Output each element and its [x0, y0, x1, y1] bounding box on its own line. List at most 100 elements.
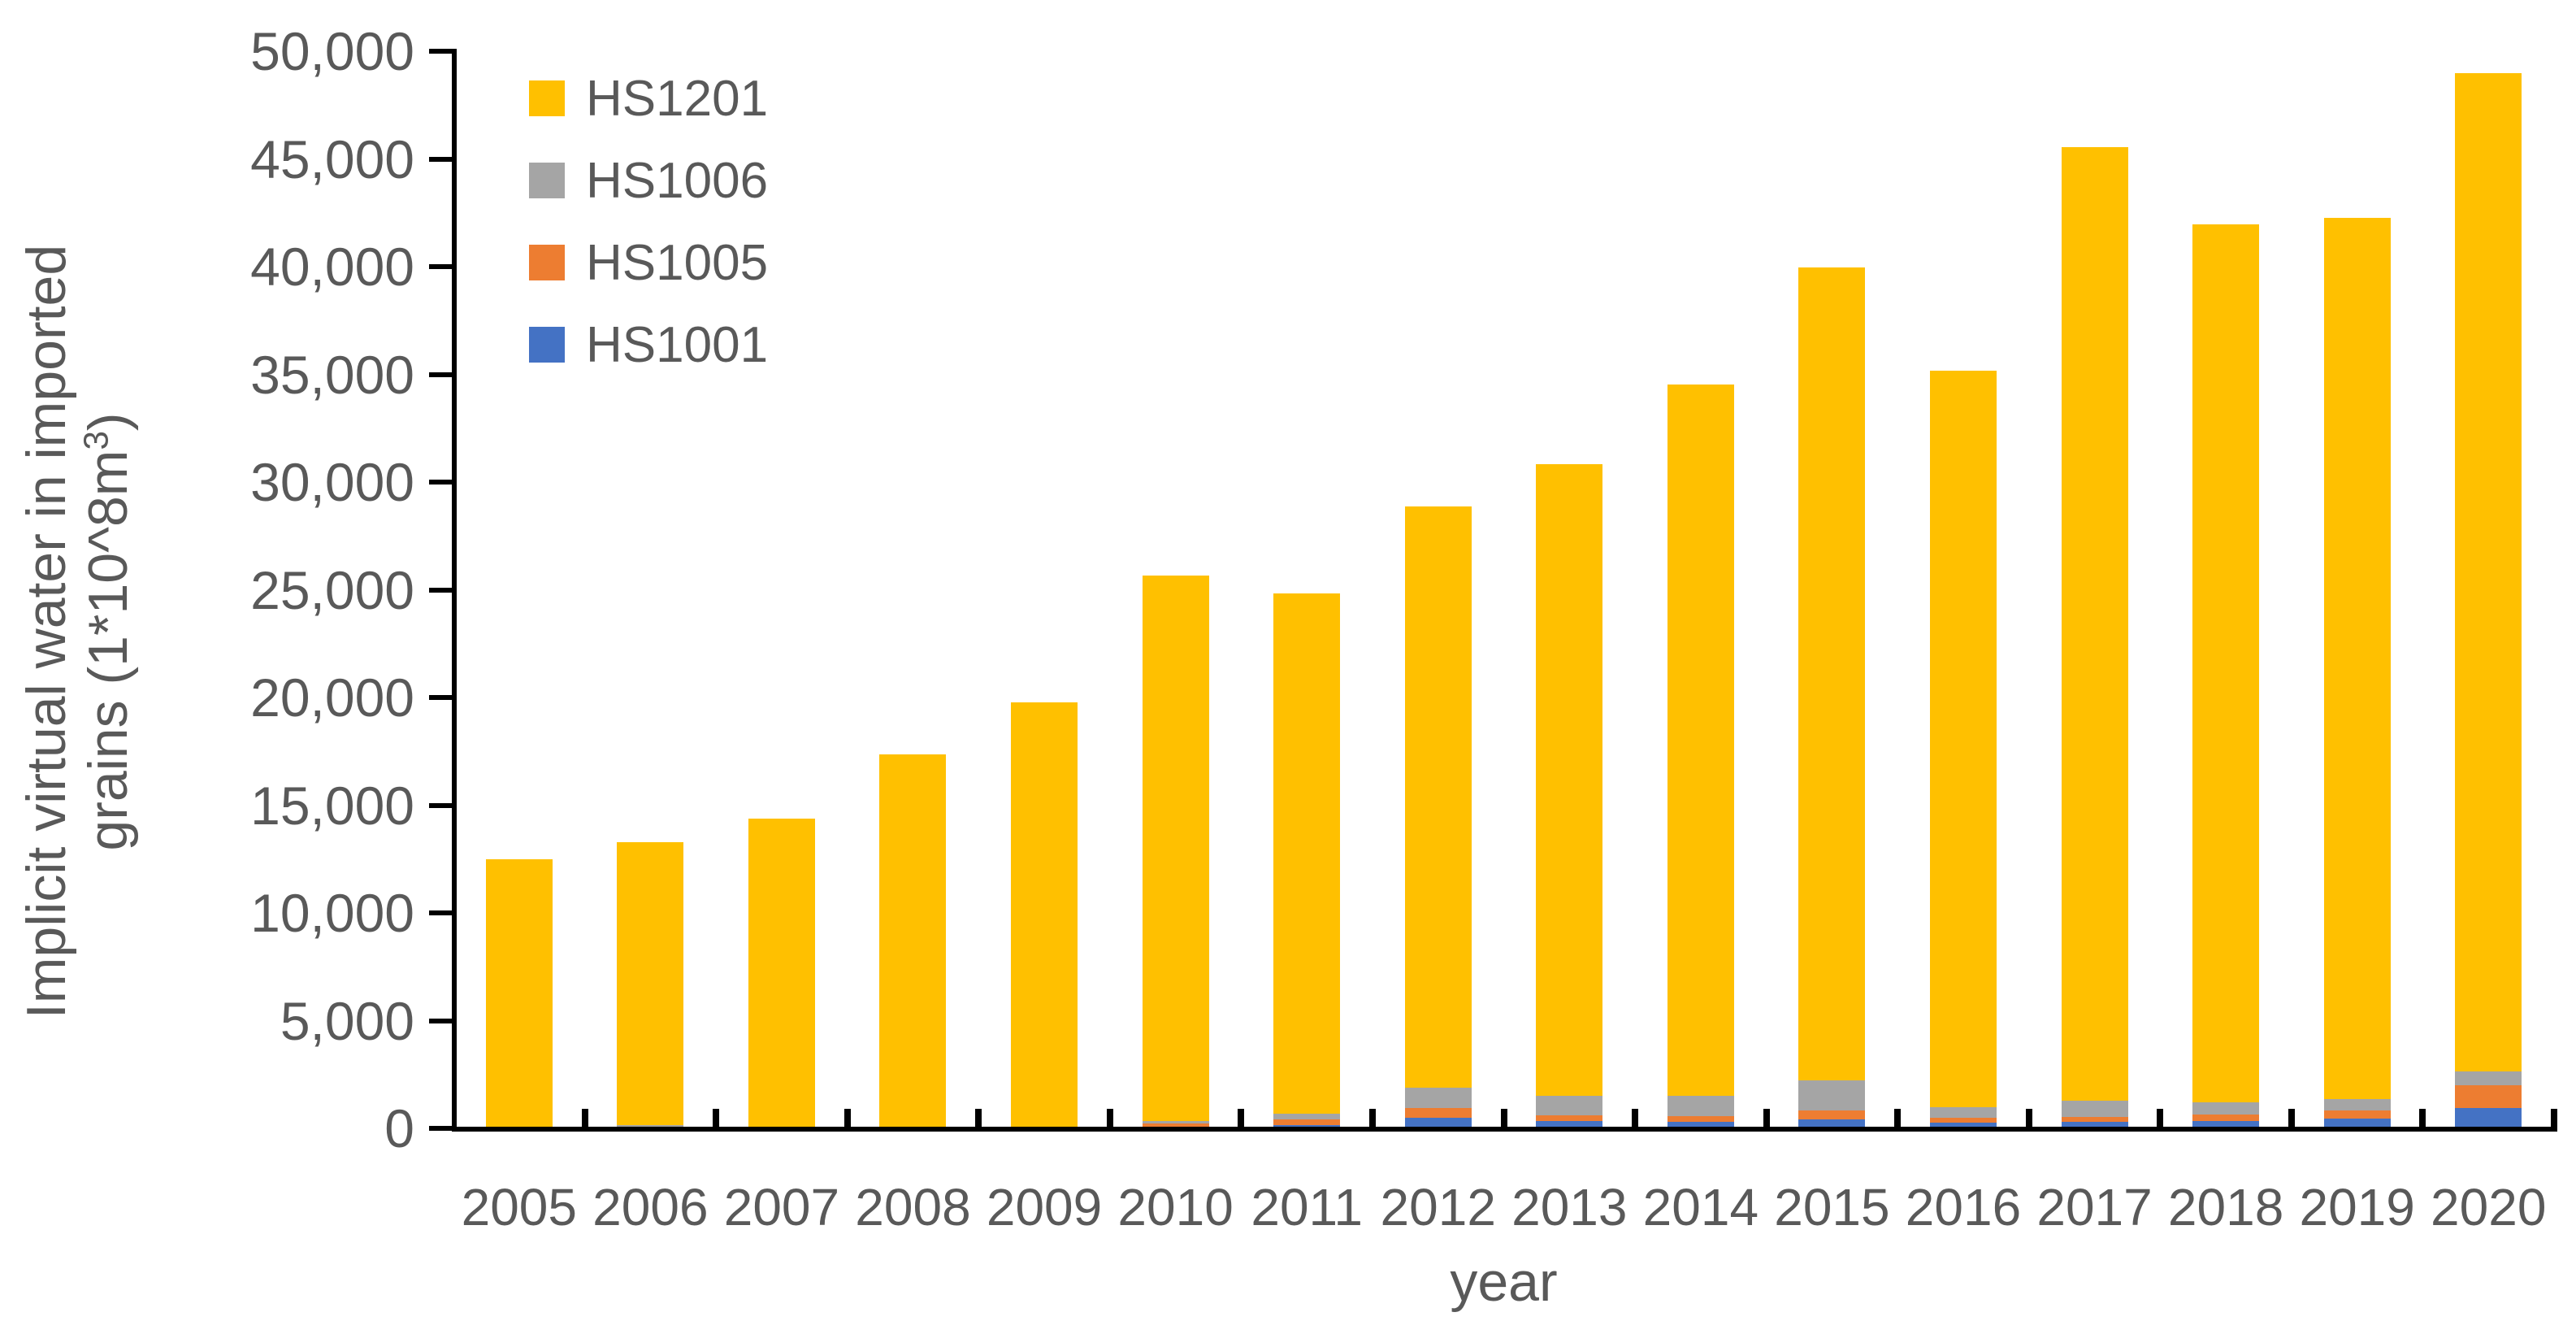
bar-segment-HS1006-2013	[1536, 1096, 1603, 1115]
x-tick-mark	[2157, 1109, 2164, 1132]
bar-segment-HS1201-2005	[485, 859, 553, 1127]
bar-segment-HS1006-2006	[617, 1124, 684, 1127]
legend-item-HS1001: HS1001	[529, 317, 768, 373]
bar-segment-HS1001-2014	[1667, 1121, 1734, 1127]
bar-segment-HS1005-2012	[1404, 1108, 1472, 1118]
y-axis-title-line2: grains (1*10^8m3)	[76, 412, 140, 851]
legend-label: HS1201	[586, 70, 769, 127]
y-tick-mark	[429, 264, 453, 269]
y-tick-mark	[429, 587, 453, 593]
bar-segment-HS1201-2008	[879, 754, 947, 1127]
bar-2005	[485, 50, 553, 1127]
x-tick-mark	[2419, 1109, 2426, 1132]
bar-segment-HS1005-2010	[1142, 1123, 1209, 1127]
bar-segment-HS1005-2011	[1273, 1119, 1341, 1126]
x-tick-mark	[2551, 1109, 2557, 1132]
legend-item-HS1005: HS1005	[529, 235, 768, 291]
legend-swatch-HS1005	[529, 245, 565, 280]
bar-2014	[1667, 50, 1734, 1127]
y-tick-label: 0	[384, 1098, 414, 1158]
bar-segment-HS1201-2007	[748, 819, 815, 1127]
x-category-label: 2010	[1117, 1178, 1234, 1236]
x-axis-title: year	[1450, 1251, 1558, 1313]
y-tick-mark	[429, 1018, 453, 1023]
y-axis-title: Implicit virtual water in imported grain…	[8, 75, 146, 1188]
bar-segment-HS1006-2017	[2061, 1100, 2128, 1117]
bar-segment-HS1201-2009	[1011, 702, 1078, 1127]
x-category-label: 2016	[1905, 1178, 2022, 1236]
x-category-label: 2008	[855, 1178, 971, 1236]
legend: HS1201 HS1006 HS1005 HS1001	[529, 71, 768, 406]
bar-segment-HS1201-2015	[1798, 267, 1866, 1080]
bar-segment-HS1006-2016	[1929, 1107, 1997, 1118]
bar-segment-HS1201-2012	[1404, 506, 1472, 1089]
legend-item-HS1006: HS1006	[529, 153, 768, 209]
bar-segment-HS1001-2017	[2061, 1121, 2128, 1127]
legend-item-HS1201: HS1201	[529, 71, 768, 127]
bar-segment-HS1201-2018	[2192, 224, 2260, 1103]
bar-segment-HS1201-2020	[2455, 73, 2522, 1071]
x-tick-mark	[975, 1109, 982, 1132]
bar-segment-HS1006-2020	[2455, 1071, 2522, 1086]
bar-segment-HS1001-2020	[2455, 1107, 2522, 1127]
bar-2013	[1536, 50, 1603, 1127]
bar-2015	[1798, 50, 1866, 1127]
x-tick-mark	[581, 1109, 588, 1132]
bar-segment-HS1005-2018	[2192, 1115, 2260, 1122]
x-category-label: 2018	[2167, 1178, 2284, 1236]
x-tick-mark	[1368, 1109, 1376, 1132]
y-tick-mark	[429, 910, 453, 915]
y-tick-mark	[429, 695, 453, 700]
bar-segment-HS1001-2016	[1929, 1123, 1997, 1127]
x-tick-mark	[1763, 1109, 1770, 1132]
bar-segment-HS1005-2017	[2061, 1116, 2128, 1122]
bar-segment-HS1201-2014	[1667, 385, 1734, 1097]
x-category-label: 2011	[1251, 1178, 1363, 1236]
x-category-label: 2012	[1380, 1178, 1496, 1236]
bar-segment-HS1005-2014	[1667, 1115, 1734, 1122]
bar-segment-HS1001-2011	[1273, 1125, 1341, 1127]
bar-2018	[2192, 50, 2260, 1127]
bar-segment-HS1006-2014	[1667, 1096, 1734, 1116]
bar-2020	[2455, 50, 2522, 1127]
bar-2010	[1142, 50, 1209, 1127]
bar-2008	[879, 50, 947, 1127]
y-tick-mark	[429, 372, 453, 377]
bar-segment-HS1201-2006	[617, 842, 684, 1125]
bar-segment-HS1001-2015	[1798, 1119, 1866, 1127]
x-tick-mark	[1238, 1109, 1245, 1132]
bar-segment-HS1006-2018	[2192, 1102, 2260, 1115]
bar-segment-HS1201-2016	[1929, 370, 1997, 1108]
x-category-label: 2020	[2431, 1178, 2547, 1236]
bar-2012	[1404, 50, 1472, 1127]
bar-segment-HS1005-2020	[2455, 1085, 2522, 1108]
bar-segment-HS1005-2015	[1798, 1110, 1866, 1119]
bar-2019	[2323, 50, 2391, 1127]
y-tick-label: 45,000	[250, 128, 414, 189]
bar-segment-HS1201-2019	[2323, 217, 2391, 1099]
legend-swatch-HS1001	[529, 327, 565, 363]
bar-segment-HS1005-2019	[2323, 1110, 2391, 1119]
bar-segment-HS1005-2016	[1929, 1117, 1997, 1123]
bar-segment-HS1006-2011	[1273, 1114, 1341, 1120]
bar-segment-HS1006-2015	[1798, 1080, 1866, 1110]
y-axis-line	[452, 49, 457, 1132]
bar-2011	[1273, 50, 1341, 1127]
y-tick-label: 50,000	[250, 21, 414, 81]
bar-segment-HS1005-2013	[1536, 1115, 1603, 1121]
bar-segment-HS1001-2013	[1536, 1120, 1603, 1127]
bar-2006	[617, 50, 684, 1127]
x-category-label: 2015	[1774, 1178, 1890, 1236]
x-tick-mark	[843, 1109, 851, 1132]
x-tick-mark	[2288, 1109, 2295, 1132]
bar-segment-HS1201-2017	[2061, 147, 2128, 1101]
bar-segment-HS1001-2019	[2323, 1118, 2391, 1127]
bar-segment-HS1006-2010	[1142, 1121, 1209, 1124]
bar-segment-HS1006-2012	[1404, 1088, 1472, 1109]
x-category-label: 2009	[986, 1178, 1103, 1236]
x-tick-mark	[1106, 1109, 1113, 1132]
bar-segment-HS1006-2019	[2323, 1098, 2391, 1110]
bar-segment-HS1201-2010	[1142, 575, 1209, 1122]
y-tick-mark	[429, 480, 453, 485]
x-category-label: 2007	[723, 1178, 840, 1236]
